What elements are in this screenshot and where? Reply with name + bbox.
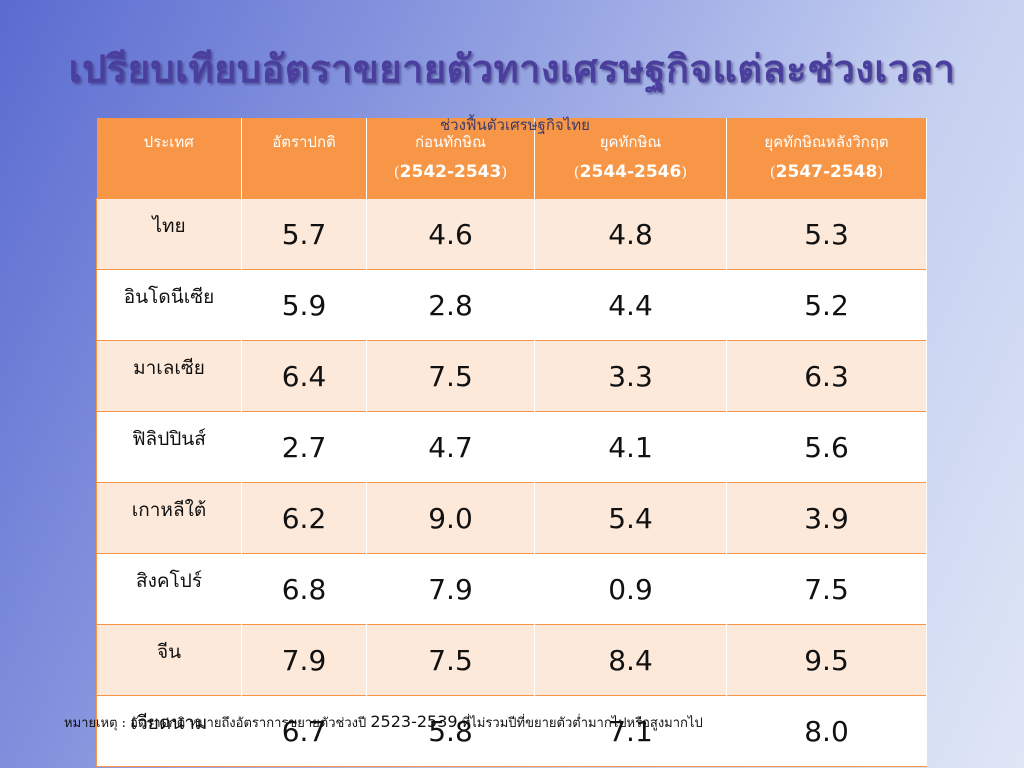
country-name: เกาหลีใต้ [96,482,242,554]
growth-comparison-table: ประเทศ อัตราปกติ ก่อนทักษิณ (2542-2543) ยุคท… [96,118,927,767]
column-header-4: ยุคทักษิณหลังวิกฤต (2547-2548) [726,118,927,199]
column-header-year-range: 2547-2548 [775,162,878,182]
growth-value: 7.5 [366,340,535,412]
table-row: เกาหลีใต้ 6.2 9.0 5.4 3.9 [96,482,927,554]
column-header-2: ก่อนทักษิณ (2542-2543) [366,118,535,199]
country-name: อินโดนีเซีย [96,269,242,341]
table-row: สิงคโปร์ 6.8 7.9 0.9 7.5 [96,553,927,625]
growth-value: 9.0 [366,482,535,554]
growth-value: 8.4 [534,624,727,696]
footnote-suffix: ที่ไม่รวมปีที่ขยายตัวต่ำมากไปหรือสูงมากไ… [461,716,703,731]
growth-value: 7.5 [726,553,927,625]
growth-value: 4.7 [366,411,535,483]
growth-value: 5.8 [366,695,535,767]
growth-value: 5.4 [534,482,727,554]
growth-value: 6.2 [241,482,367,554]
table-row: ไทย 5.7 4.6 4.8 5.3 [96,198,927,270]
footnote: หมายเหตุ : อัตราปกติ หมายถึงอัตราการขยาย… [64,712,703,733]
growth-value: 3.9 [726,482,927,554]
growth-value: 5.3 [726,198,927,270]
growth-value: 5.2 [726,269,927,341]
growth-value: 7.9 [366,553,535,625]
column-header-label: อัตราปกติ [272,133,336,151]
growth-value: 5.6 [726,411,927,483]
country-name: จีน [96,624,242,696]
footnote-years: 2523-2539 [370,712,458,731]
table-row: อินโดนีเซีย 5.9 2.8 4.4 5.2 [96,269,927,341]
column-header-label: ประเทศ [143,133,194,151]
growth-value: 5.9 [241,269,367,341]
column-header-label: ยุคทักษิณหลังวิกฤต [764,133,889,151]
growth-value: 5.7 [241,198,367,270]
column-header-years: (2542-2543) [393,162,508,182]
growth-value: 3.3 [534,340,727,412]
growth-value: 0.9 [534,553,727,625]
growth-value: 4.1 [534,411,727,483]
growth-value: 6.7 [241,695,367,767]
country-name: มาเลเซีย [96,340,242,412]
growth-value: 6.4 [241,340,367,412]
growth-value: 4.6 [366,198,535,270]
growth-value: 9.5 [726,624,927,696]
table-row: จีน 7.9 7.5 8.4 9.5 [96,624,927,696]
country-name: เวียดนาม [96,695,242,767]
growth-value: 4.4 [534,269,727,341]
table-row: เวียดนาม 6.7 5.8 7.1 8.0 [96,695,927,767]
growth-value: 7.9 [241,624,367,696]
growth-value: 4.8 [534,198,727,270]
growth-value: 7.1 [534,695,727,767]
column-header-years: (2544-2546) [573,162,688,182]
column-header-3: ยุคทักษิณ (2544-2546) [534,118,727,199]
column-header-label: ก่อนทักษิณ [414,133,487,151]
country-name: ฟิลิปปินส์ [96,411,242,483]
footnote-prefix: หมายเหตุ : อัตราปกติ หมายถึงอัตราการขยาย… [64,716,367,731]
country-name: สิงคโปร์ [96,553,242,625]
slide-title: เปรียบเทียบอัตราขยายตัวทางเศรษฐกิจแต่ละช… [68,46,956,91]
growth-value: 8.0 [726,695,927,767]
growth-value: 6.8 [241,553,367,625]
column-header-year-range: 2544-2546 [579,162,682,182]
growth-value: 2.7 [241,411,367,483]
column-header-label: ยุคทักษิณ [599,133,662,151]
table-subtitle: ช่วงฟื้นตัวเศรษฐกิจไทย [440,116,590,134]
table-row: ฟิลิปปินส์ 2.7 4.7 4.1 5.6 [96,411,927,483]
table-row: มาเลเซีย 6.4 7.5 3.3 6.3 [96,340,927,412]
growth-value: 7.5 [366,624,535,696]
column-header-year-range: 2542-2543 [399,162,502,182]
growth-value: 2.8 [366,269,535,341]
column-header-years: (2547-2548) [769,162,884,182]
country-name: ไทย [96,198,242,270]
growth-value: 6.3 [726,340,927,412]
table-body: ไทย 5.7 4.6 4.8 5.3 อินโดนีเซีย 5.9 2.8 4.4 5.2 มา… [96,198,927,767]
column-header-1: อัตราปกติ [241,118,367,199]
table-header-row: ประเทศ อัตราปกติ ก่อนทักษิณ (2542-2543) ยุคท… [96,118,927,199]
column-header-0: ประเทศ [96,118,242,199]
